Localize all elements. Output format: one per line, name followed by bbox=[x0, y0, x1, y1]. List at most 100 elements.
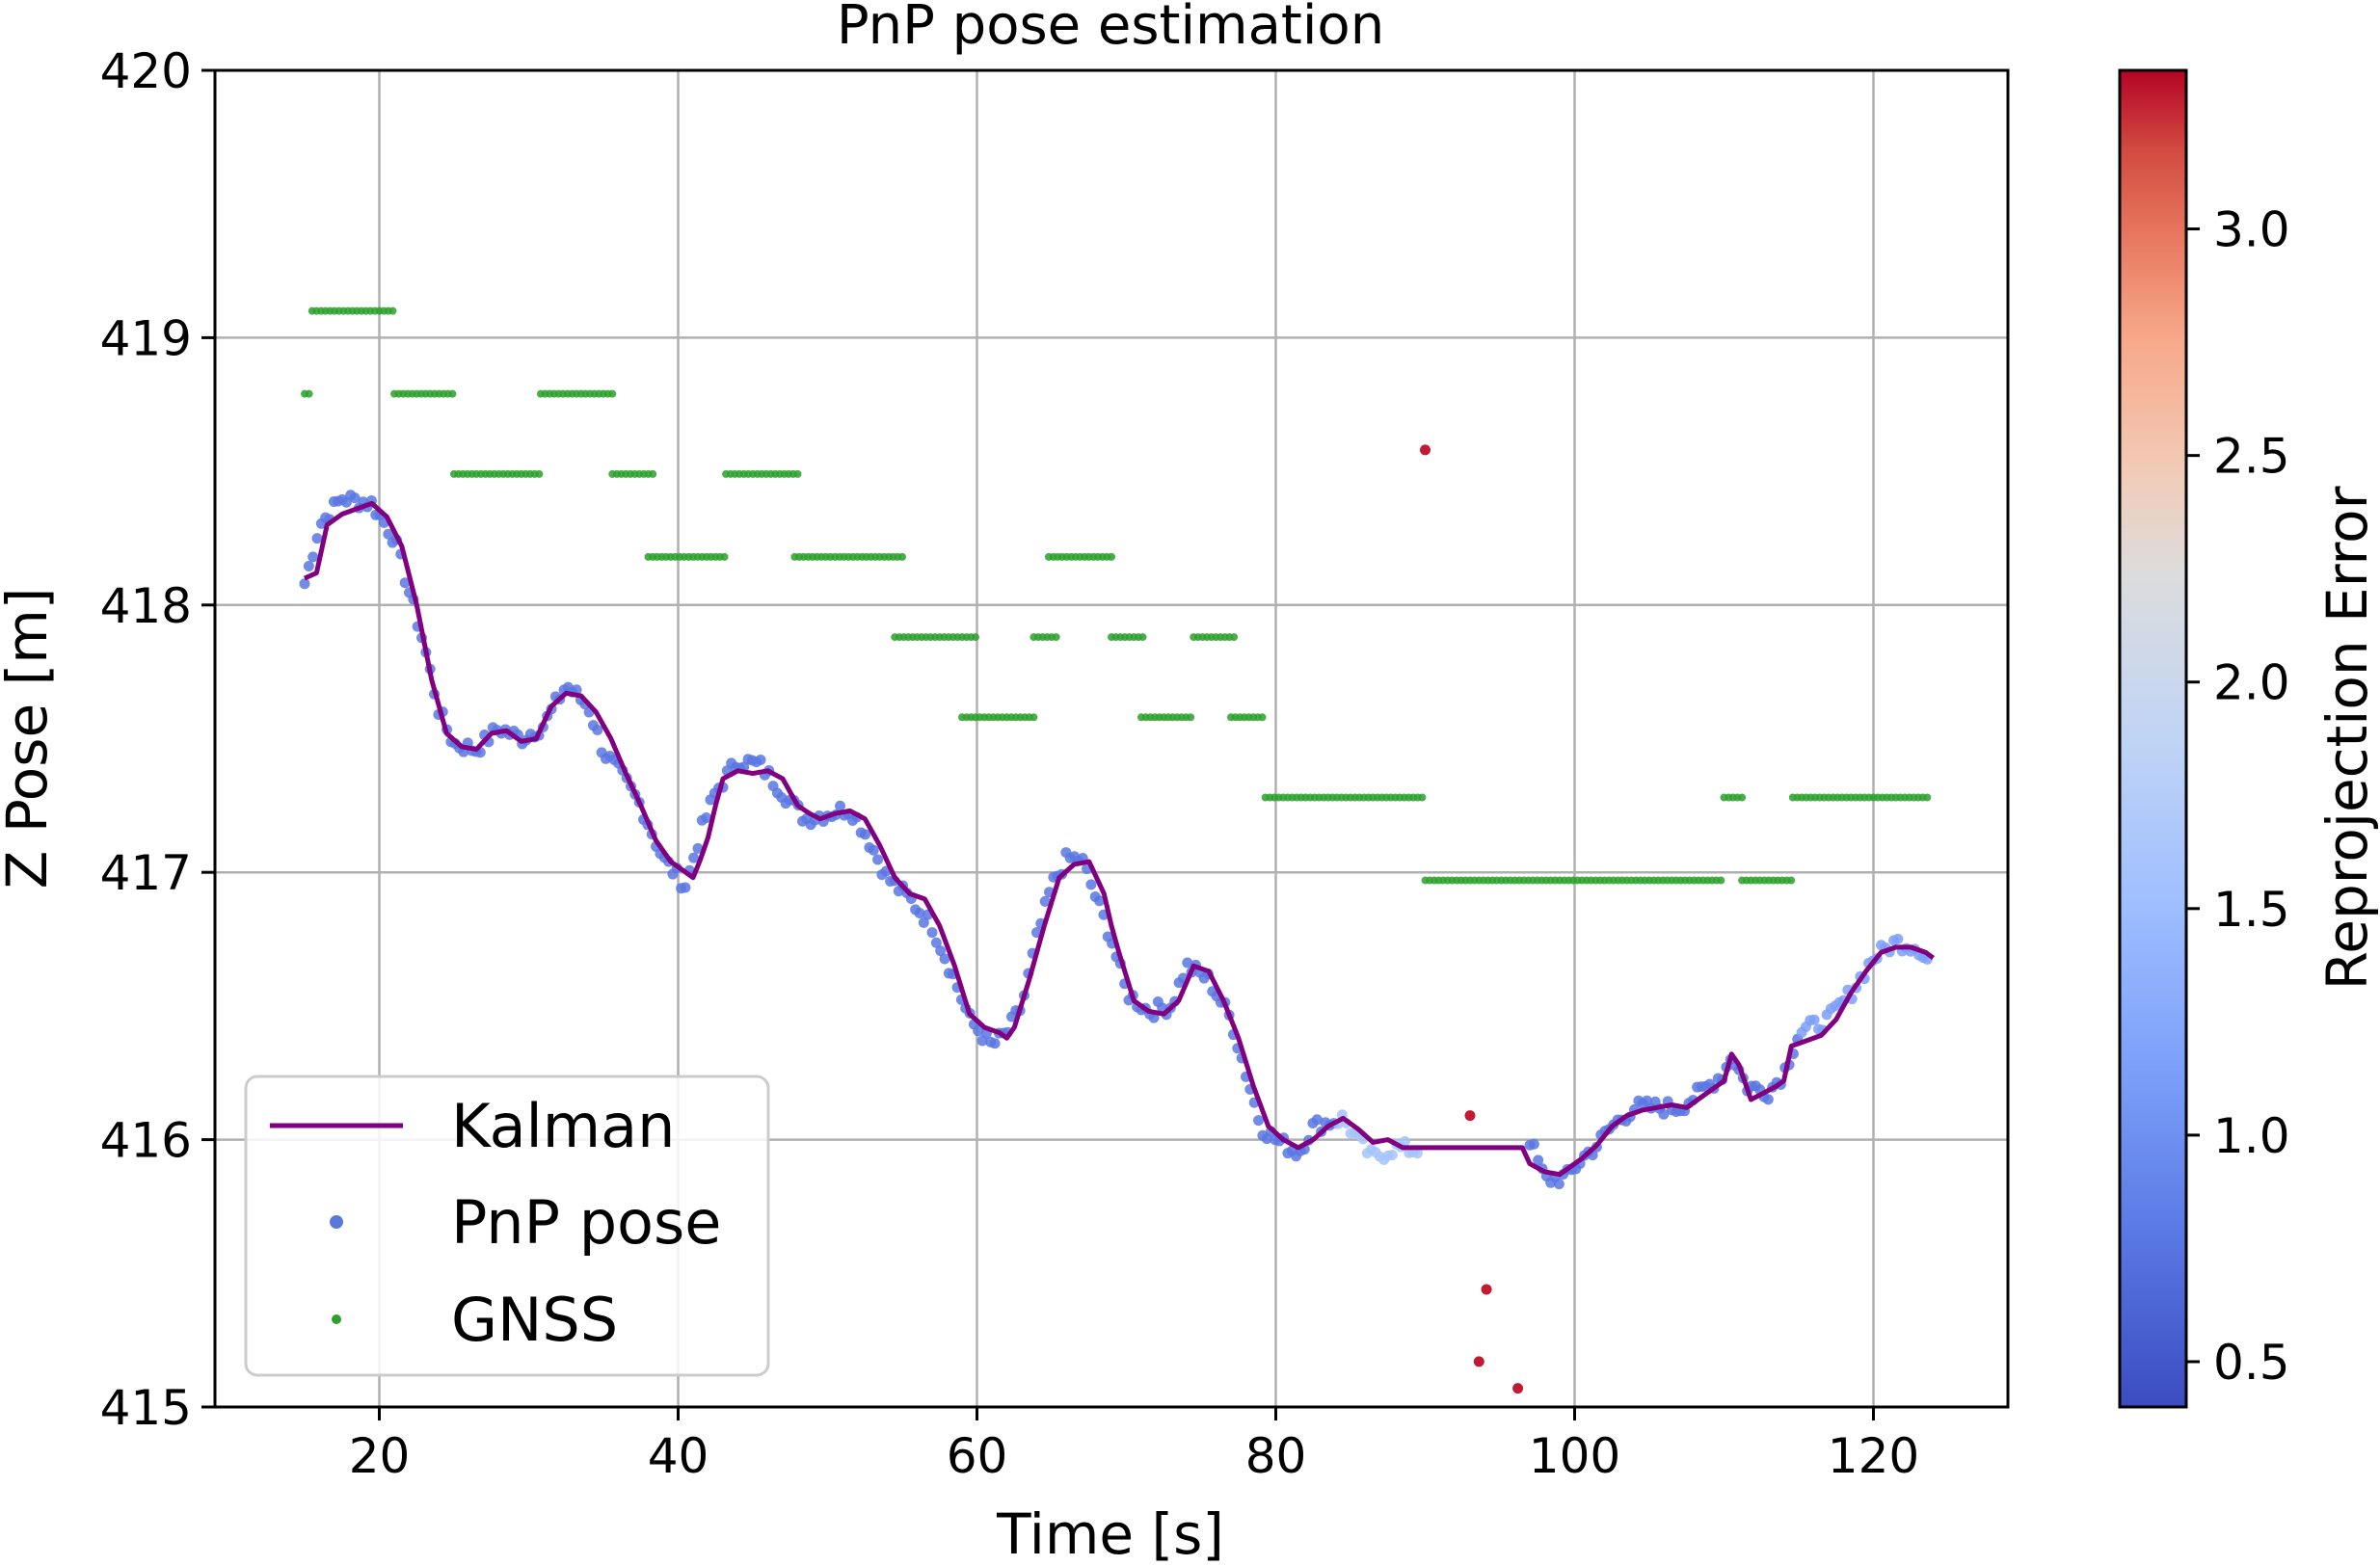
pnp-point bbox=[1094, 895, 1106, 907]
x-tick-label: 80 bbox=[1245, 1428, 1307, 1484]
pnp-point bbox=[692, 842, 704, 854]
legend-kalman-label: Kalman bbox=[451, 1091, 675, 1161]
legend-pnp-label: PnP pose bbox=[451, 1187, 721, 1258]
pnp-point bbox=[592, 724, 603, 735]
gnss-point bbox=[448, 389, 457, 398]
pnp-point bbox=[989, 1038, 1001, 1049]
gnss-point bbox=[1052, 633, 1060, 642]
x-axis: 20 40 60 80 100 120 bbox=[349, 1407, 1919, 1484]
pnp-point bbox=[299, 578, 310, 590]
x-tick-label: 60 bbox=[947, 1428, 1008, 1484]
colorbar-label: Reprojection Error bbox=[2314, 486, 2380, 990]
legend-gnss-label: GNSS bbox=[451, 1285, 618, 1355]
pnp-point bbox=[973, 1025, 984, 1037]
colorbar-tick-label: 1.0 bbox=[2213, 1108, 2290, 1164]
gnss-point bbox=[1030, 713, 1038, 722]
pnp-point bbox=[680, 882, 691, 893]
colorbar-tick-label: 2.5 bbox=[2213, 429, 2290, 485]
colorbar-tick-label: 0.5 bbox=[2213, 1335, 2290, 1391]
pnp-point bbox=[1182, 957, 1193, 969]
pnp-point bbox=[930, 937, 942, 948]
gnss-point bbox=[1187, 713, 1195, 722]
pnp-point bbox=[1148, 1012, 1160, 1023]
x-tick-label: 120 bbox=[1828, 1428, 1919, 1484]
colorbar-tick-label: 2.0 bbox=[2213, 655, 2290, 711]
pnp-outlier bbox=[1464, 1110, 1476, 1122]
y-tick-label: 419 bbox=[100, 310, 192, 366]
pnp-point bbox=[349, 492, 361, 504]
gnss-point bbox=[1717, 876, 1725, 885]
gnss-point bbox=[898, 552, 906, 561]
y-tick-label: 417 bbox=[100, 845, 192, 901]
y-tick-label: 416 bbox=[100, 1113, 192, 1169]
gnss-point bbox=[971, 633, 979, 642]
x-tick-label: 20 bbox=[349, 1428, 411, 1484]
pnp-point bbox=[1528, 1138, 1539, 1150]
pnp-point bbox=[399, 577, 411, 589]
y-tick-label: 418 bbox=[100, 578, 192, 634]
pnp-point bbox=[1085, 879, 1097, 890]
gnss-point bbox=[1138, 633, 1147, 642]
pnp-point bbox=[755, 754, 766, 765]
y-tick-label: 415 bbox=[100, 1380, 192, 1436]
x-tick-label: 100 bbox=[1529, 1428, 1620, 1484]
pnp-point bbox=[1311, 1114, 1323, 1126]
pnp-point bbox=[926, 927, 938, 939]
gnss-point bbox=[305, 389, 313, 398]
legend-gnss-marker bbox=[332, 1314, 341, 1324]
pnp-point bbox=[701, 812, 712, 824]
pnp-point bbox=[918, 916, 929, 928]
pnp-outlier bbox=[1512, 1383, 1524, 1394]
kalman-line bbox=[303, 500, 1935, 1178]
pnp-point bbox=[1411, 1148, 1423, 1159]
colorbar: 0.5 1.0 1.5 2.0 2.5 3.0 Reprojection Error bbox=[2118, 68, 2380, 1409]
colorbar-gradient bbox=[2118, 68, 2188, 1409]
pnp-point bbox=[872, 854, 884, 865]
pnp-point bbox=[1658, 1108, 1670, 1120]
legend-box bbox=[244, 1075, 770, 1377]
pnp-outlier bbox=[1473, 1356, 1484, 1367]
pnp-point bbox=[1399, 1135, 1410, 1147]
legend-pnp-marker bbox=[330, 1215, 343, 1229]
gnss-point bbox=[388, 306, 397, 315]
gnss-point bbox=[720, 552, 729, 561]
pnp-point bbox=[311, 533, 323, 544]
gnss-point bbox=[1738, 793, 1747, 802]
pnp-point bbox=[308, 551, 319, 563]
gnss-point bbox=[1258, 713, 1267, 722]
pnp-point bbox=[939, 953, 950, 965]
pnp-point bbox=[303, 561, 314, 572]
y-axis-label: Z Pose [m] bbox=[0, 588, 60, 889]
pnp-outlier bbox=[1420, 444, 1431, 456]
pnp-point bbox=[868, 844, 879, 856]
pnp-point bbox=[914, 907, 925, 918]
pnp-point bbox=[1533, 1155, 1544, 1166]
x-axis-label: Time [s] bbox=[996, 1501, 1224, 1566]
colorbar-tick-label: 3.0 bbox=[2213, 202, 2290, 258]
gnss-point bbox=[1923, 793, 1932, 802]
colorbar-tick-label: 1.5 bbox=[2213, 882, 2290, 938]
gnss-point bbox=[1108, 552, 1115, 561]
pnp-point bbox=[1808, 1014, 1820, 1025]
chart-title: PnP pose estimation bbox=[837, 0, 1384, 57]
pnp-point bbox=[1553, 1179, 1564, 1190]
gnss-point bbox=[1787, 876, 1796, 885]
gnss-point bbox=[649, 469, 657, 478]
x-tick-label: 40 bbox=[648, 1428, 709, 1484]
pnp-point bbox=[860, 829, 871, 840]
pnp-point bbox=[1039, 895, 1051, 907]
pnp-point bbox=[1253, 1115, 1265, 1127]
pnp-point bbox=[935, 945, 947, 957]
pnp-point bbox=[1892, 933, 1904, 944]
plot-frame bbox=[213, 68, 2010, 1409]
y-axis: 415 416 417 418 419 420 bbox=[100, 43, 215, 1436]
pnp-point bbox=[688, 852, 700, 863]
pnp-point bbox=[1386, 1149, 1398, 1160]
legend: Kalman PnP pose GNSS bbox=[244, 1075, 770, 1377]
gnss-series bbox=[301, 306, 1932, 885]
gnss-point bbox=[608, 389, 617, 398]
colorbar-ticks: 0.5 1.0 1.5 2.0 2.5 3.0 bbox=[2186, 202, 2290, 1391]
gnss-point bbox=[793, 469, 802, 478]
gnss-point bbox=[535, 469, 544, 478]
